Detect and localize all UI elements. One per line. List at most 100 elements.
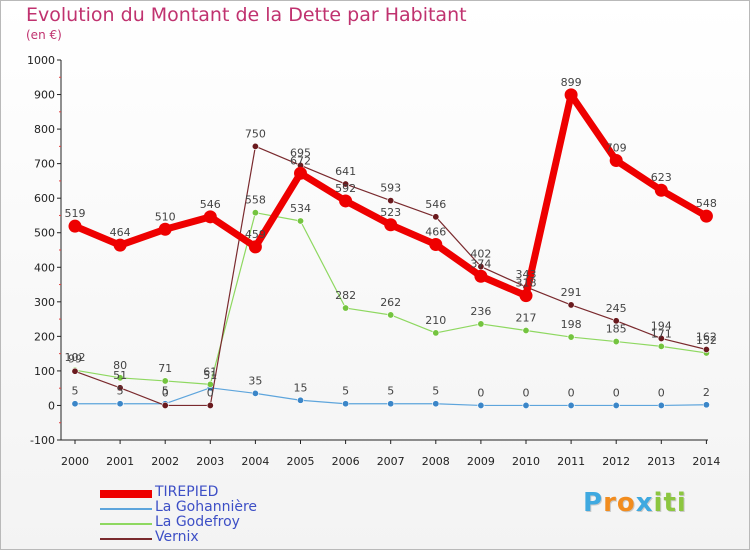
data-label: 519 <box>65 207 86 220</box>
data-point <box>432 329 440 337</box>
data-label: 217 <box>516 311 537 324</box>
x-tick-label: 2011 <box>557 455 585 468</box>
data-label: 534 <box>290 202 311 215</box>
data-point <box>68 219 82 233</box>
proxiti-logo: Proxiti <box>583 488 687 518</box>
data-label: 198 <box>561 318 582 331</box>
legend-swatch <box>100 508 152 510</box>
y-tick-label: 500 <box>34 227 55 240</box>
data-point <box>519 289 533 303</box>
data-label: 750 <box>245 127 266 140</box>
y-tick-label: 700 <box>34 158 55 171</box>
data-point <box>113 238 127 252</box>
data-point <box>432 400 440 408</box>
data-label: 2 <box>703 386 710 399</box>
logo-letter: x <box>635 488 654 518</box>
data-point <box>342 180 350 188</box>
data-label: 623 <box>651 171 672 184</box>
y-tick-label: 100 <box>34 365 55 378</box>
y-tick-label: 600 <box>34 192 55 205</box>
data-label: 641 <box>335 165 356 178</box>
y-tick-label: 0 <box>48 399 55 412</box>
y-tick-label: 400 <box>34 261 55 274</box>
data-label: 318 <box>516 277 537 290</box>
data-point <box>342 304 350 312</box>
data-point <box>609 154 623 168</box>
legend-label: TIREPIED <box>155 484 219 500</box>
data-point <box>161 401 169 409</box>
data-label: 291 <box>561 286 582 299</box>
logo-letter: t <box>663 488 677 518</box>
data-label: 0 <box>207 386 214 399</box>
data-label: 236 <box>470 305 491 318</box>
data-label: 35 <box>248 374 262 387</box>
x-tick-label: 2012 <box>602 455 630 468</box>
legend-item: TIREPIED <box>100 484 360 502</box>
data-point <box>251 389 259 397</box>
data-label: 80 <box>113 359 127 372</box>
data-point <box>612 338 620 346</box>
x-tick-label: 2008 <box>422 455 450 468</box>
data-label: 402 <box>470 248 491 261</box>
data-point <box>522 326 530 334</box>
data-point <box>251 209 259 217</box>
data-point <box>158 222 172 236</box>
legend-item: La Gohannière <box>100 499 360 517</box>
data-label: 282 <box>335 289 356 302</box>
data-label: 558 <box>245 194 266 207</box>
x-tick-label: 2013 <box>647 455 675 468</box>
data-label: 51 <box>113 369 127 382</box>
data-label: 0 <box>658 386 665 399</box>
x-tick-label: 2005 <box>287 455 315 468</box>
logo-letter: P <box>583 488 604 518</box>
logo-letter: o <box>616 488 636 518</box>
x-tick-label: 2002 <box>151 455 179 468</box>
y-tick-label: 800 <box>34 123 55 136</box>
y-tick-label: 200 <box>34 330 55 343</box>
data-point <box>71 400 79 408</box>
data-point <box>387 311 395 319</box>
data-point <box>654 183 668 197</box>
data-label: 548 <box>696 197 717 210</box>
legend-item: Vernix <box>100 529 360 547</box>
data-point <box>564 88 578 102</box>
data-point <box>657 342 665 350</box>
data-point <box>612 401 620 409</box>
x-tick-label: 2010 <box>512 455 540 468</box>
y-tick-label: 900 <box>34 89 55 102</box>
data-point <box>474 269 488 283</box>
data-label: 523 <box>380 206 401 219</box>
data-point <box>296 396 304 404</box>
data-label: 99 <box>68 352 82 365</box>
data-label: 152 <box>696 334 717 347</box>
data-point <box>387 197 395 205</box>
data-point <box>699 209 713 223</box>
data-point <box>702 401 710 409</box>
chart-title: Evolution du Montant de la Dette par Hab… <box>26 4 467 26</box>
logo-letter: i <box>653 488 664 518</box>
y-tick-label: 1000 <box>27 54 55 67</box>
data-point <box>296 217 304 225</box>
data-label: 0 <box>613 386 620 399</box>
y-tick-label: 300 <box>34 296 55 309</box>
data-label: 466 <box>425 225 446 238</box>
data-point <box>251 142 259 150</box>
data-point <box>161 377 169 385</box>
data-label: 464 <box>110 226 131 239</box>
x-tick-label: 2014 <box>692 455 720 468</box>
logo-letter: r <box>603 488 617 518</box>
data-label: 245 <box>606 302 627 315</box>
data-label: 5 <box>72 385 79 398</box>
data-point <box>342 400 350 408</box>
data-label: 210 <box>425 314 446 327</box>
data-label: 672 <box>290 154 311 167</box>
legend-swatch <box>100 490 152 498</box>
data-label: 546 <box>200 198 221 211</box>
data-point <box>657 334 665 342</box>
legend-label: La Godefroy <box>155 514 240 530</box>
data-label: 593 <box>380 182 401 195</box>
legend-item: La Godefroy <box>100 514 360 532</box>
data-point <box>429 237 443 251</box>
chart-unit: (en €) <box>26 28 62 42</box>
x-tick-label: 2007 <box>377 455 405 468</box>
